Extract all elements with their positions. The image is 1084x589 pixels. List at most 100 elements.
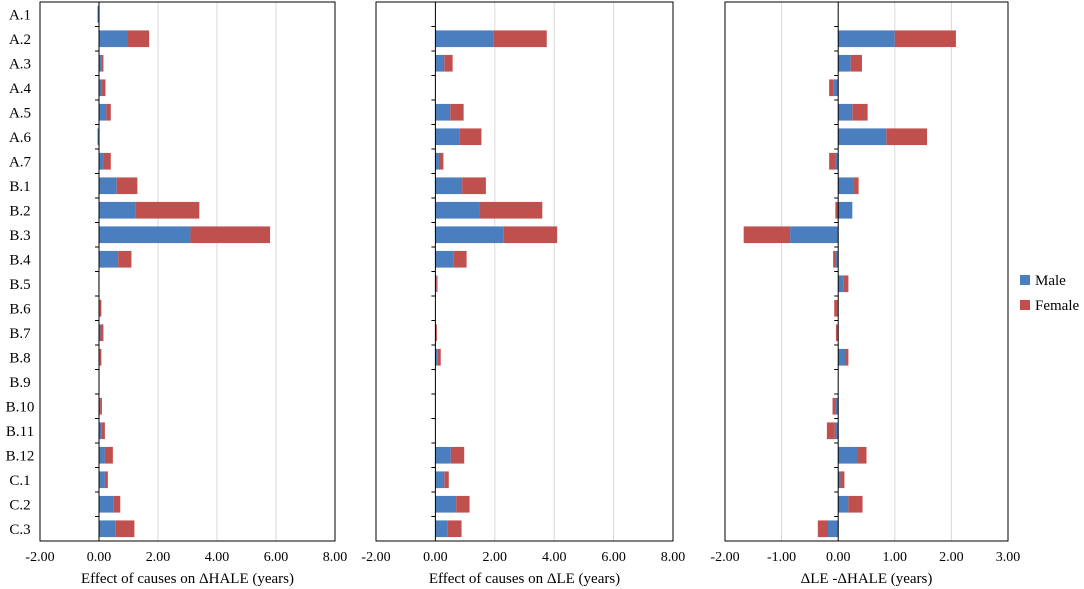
bar-male-C.1 bbox=[838, 471, 841, 489]
x-tick-label: 2.00 bbox=[939, 550, 964, 565]
bar-female-B.7 bbox=[835, 324, 838, 342]
bar-female-A.3 bbox=[850, 54, 862, 72]
category-label-C.1: C.1 bbox=[9, 473, 30, 489]
bar-male-A.3 bbox=[99, 54, 102, 72]
bar-female-B.4 bbox=[453, 250, 467, 268]
bar-female-B.4 bbox=[833, 250, 836, 268]
bar-male-B.8 bbox=[838, 348, 845, 366]
bar-female-B.4 bbox=[118, 250, 132, 268]
bar-female-B.6 bbox=[99, 299, 102, 317]
category-label-C.2: C.2 bbox=[9, 497, 30, 513]
bar-female-C.1 bbox=[840, 471, 845, 489]
bar-male-B.3 bbox=[99, 226, 191, 244]
legend-label-male: Male bbox=[1035, 273, 1066, 289]
bar-female-B.7 bbox=[100, 324, 104, 342]
x-tick-label: 2.00 bbox=[146, 550, 171, 565]
bar-female-B.8 bbox=[844, 348, 849, 366]
bar-female-B.5 bbox=[436, 275, 438, 293]
category-label-B.3: B.3 bbox=[9, 228, 30, 244]
x-axis-title: ΔLE -ΔHALE (years) bbox=[801, 571, 933, 587]
bar-female-A.7 bbox=[438, 152, 444, 170]
bar-female-B.12 bbox=[450, 446, 465, 464]
category-label-B.7: B.7 bbox=[9, 326, 31, 342]
bar-male-B.7 bbox=[99, 324, 101, 342]
bar-female-B.2 bbox=[135, 201, 200, 219]
bar-male-A.2 bbox=[435, 30, 494, 48]
bar-female-A.2 bbox=[493, 30, 547, 48]
x-tick-label: 6.00 bbox=[264, 550, 289, 565]
legend: Male Female bbox=[1020, 273, 1079, 314]
bar-male-A.6 bbox=[435, 128, 460, 146]
bar-male-B.6 bbox=[837, 299, 839, 317]
legend-swatch-male bbox=[1020, 275, 1030, 285]
category-label-B.6: B.6 bbox=[9, 301, 31, 317]
category-label-B.1: B.1 bbox=[9, 179, 30, 195]
bar-male-A.6 bbox=[97, 128, 99, 146]
bar-male-A.2 bbox=[99, 30, 128, 48]
bar-male-B.1 bbox=[99, 177, 117, 195]
panel-3: -2.00 -1.00 0.00 1.00 2.00 3.00 ΔLE -ΔHALE (ye… bbox=[710, 1, 1021, 587]
bar-female-C.2 bbox=[456, 495, 470, 513]
x-tick-label: -2.00 bbox=[361, 550, 390, 565]
category-label-B.11: B.11 bbox=[6, 424, 34, 440]
bar-female-C.3 bbox=[115, 520, 135, 538]
x-tick-label: 0.00 bbox=[423, 550, 448, 565]
category-label-B.5: B.5 bbox=[9, 277, 30, 293]
category-label-A.5: A.5 bbox=[9, 105, 31, 121]
category-label-B.9: B.9 bbox=[9, 375, 30, 391]
bar-male-B.12 bbox=[435, 446, 451, 464]
bar-male-A.5 bbox=[435, 103, 451, 121]
bar-male-C.3 bbox=[828, 520, 839, 538]
bar-female-B.2 bbox=[479, 201, 543, 219]
bar-male-B.1 bbox=[838, 177, 855, 195]
x-tick-label: 4.00 bbox=[542, 550, 567, 565]
bar-male-B.8 bbox=[435, 348, 438, 366]
bar-female-B.5 bbox=[843, 275, 849, 293]
bar-female-A.4 bbox=[829, 79, 834, 97]
bar-male-B.12 bbox=[99, 446, 105, 464]
x-tick-label: 3.00 bbox=[996, 550, 1021, 565]
category-label-A.2: A.2 bbox=[9, 32, 31, 48]
bar-female-B.12 bbox=[858, 446, 867, 464]
bar-male-B.11 bbox=[834, 422, 839, 440]
x-tick-label: 8.00 bbox=[323, 550, 348, 565]
category-label-B.4: B.4 bbox=[9, 252, 31, 268]
bar-male-A.4 bbox=[99, 79, 102, 97]
bar-female-A.5 bbox=[852, 103, 868, 121]
category-label-B.8: B.8 bbox=[9, 350, 30, 366]
bar-male-A.7 bbox=[99, 152, 104, 170]
x-tick-label: -2.00 bbox=[710, 550, 739, 565]
bar-female-B.1 bbox=[462, 177, 486, 195]
bar-male-B.10 bbox=[835, 397, 839, 415]
bar-male-B.4 bbox=[435, 250, 454, 268]
bar-female-C.2 bbox=[113, 495, 121, 513]
bar-female-B.10 bbox=[100, 397, 102, 415]
bar-male-C.1 bbox=[435, 471, 445, 489]
x-tick-label: 6.00 bbox=[601, 550, 626, 565]
panel-2: -2.00 0.00 2.00 4.00 6.00 8.00 Effect of cause… bbox=[361, 1, 685, 587]
bar-male-C.2 bbox=[838, 495, 849, 513]
bar-female-B.10 bbox=[832, 397, 836, 415]
bar-male-B.10 bbox=[99, 397, 101, 415]
bar-female-A.7 bbox=[103, 152, 111, 170]
bar-female-B.1 bbox=[116, 177, 138, 195]
bar-female-B.1 bbox=[854, 177, 859, 195]
bar-male-B.5 bbox=[838, 275, 844, 293]
bar-female-B.6 bbox=[834, 299, 838, 317]
bar-male-C.2 bbox=[99, 495, 114, 513]
bar-male-B.4 bbox=[835, 250, 839, 268]
x-tick-label: 1.00 bbox=[883, 550, 908, 565]
category-label-B.12: B.12 bbox=[6, 448, 35, 464]
category-label-A.1: A.1 bbox=[9, 7, 31, 23]
bar-male-B.11 bbox=[99, 422, 102, 440]
x-tick-label: 0.00 bbox=[87, 550, 112, 565]
x-axis-title: Effect of causes on ΔLE (years) bbox=[429, 571, 620, 587]
category-label-A.4: A.4 bbox=[9, 81, 32, 97]
category-label-A.6: A.6 bbox=[9, 130, 32, 146]
x-tick-label: 2.00 bbox=[483, 550, 508, 565]
bar-male-B.3 bbox=[790, 226, 839, 244]
bar-male-A.3 bbox=[838, 54, 851, 72]
bar-female-C.1 bbox=[104, 471, 108, 489]
bar-female-B.2 bbox=[835, 201, 839, 219]
plot-frame bbox=[39, 1, 336, 542]
